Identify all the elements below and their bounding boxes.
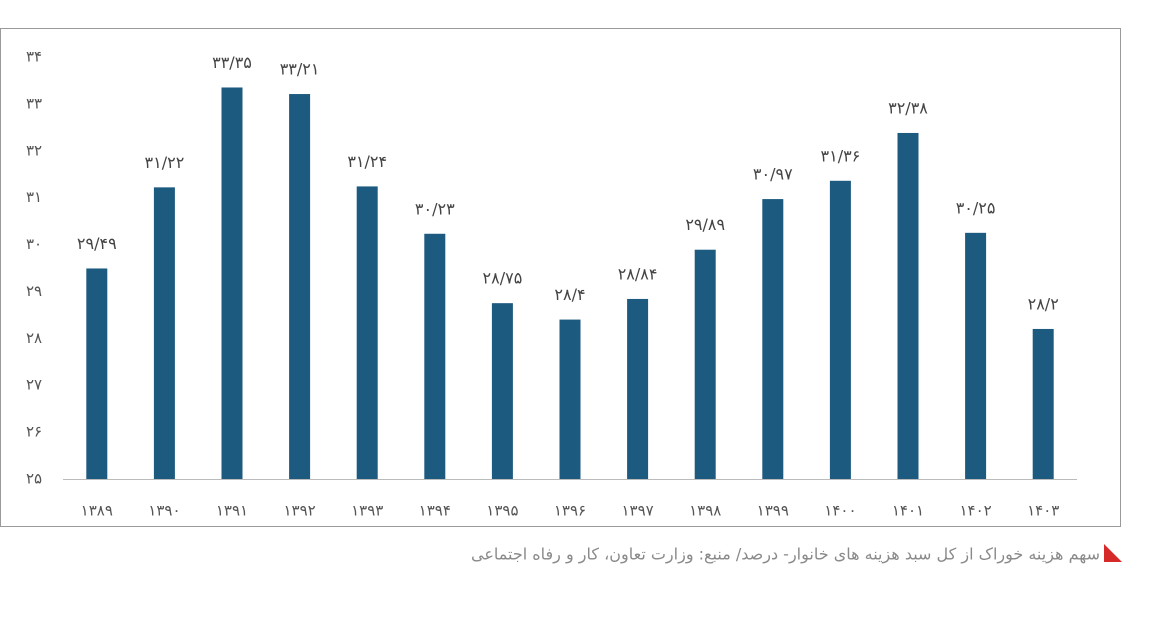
y-tick-label: ۲۶ [26, 423, 42, 441]
y-tick-label: ۲۹ [26, 282, 42, 300]
value-label: ۳۱/۲۲ [145, 153, 185, 172]
bar [356, 186, 378, 479]
bar [221, 87, 243, 479]
bar [1032, 328, 1054, 479]
x-tick-label: ۱۳۹۰ [148, 502, 180, 520]
value-label: ۳۰/۹۷ [753, 165, 793, 184]
value-label: ۳۳/۳۵ [212, 53, 252, 72]
bar [491, 303, 513, 479]
bar [694, 249, 716, 479]
y-tick-label: ۲۷ [26, 376, 42, 394]
x-tick-label: ۱۳۹۴ [419, 502, 451, 520]
value-label: ۲۸/۲ [1028, 294, 1059, 313]
value-label: ۲۸/۴ [554, 285, 585, 304]
x-tick-label: ۱۳۹۱ [216, 502, 248, 520]
y-tick-label: ۳۴ [26, 48, 42, 66]
value-label: ۳۰/۲۳ [415, 199, 455, 218]
bar [762, 199, 784, 479]
bar [559, 319, 581, 479]
x-tick-label: ۱۳۹۷ [621, 502, 653, 520]
x-tick-label: ۱۳۸۹ [81, 502, 113, 520]
y-tick-label: ۳۳ [26, 94, 42, 112]
value-label: ۳۱/۳۶ [821, 146, 861, 165]
bar [627, 298, 649, 479]
y-tick-label: ۳۱ [26, 188, 42, 206]
bar [289, 94, 311, 479]
value-label: ۳۰/۲۵ [956, 198, 996, 217]
x-tick-label: ۱۳۹۶ [554, 502, 586, 520]
x-tick-label: ۱۳۹۸ [689, 502, 721, 520]
x-tick-label: ۱۳۹۹ [757, 502, 789, 520]
caption-marker [1104, 544, 1122, 562]
y-tick-label: ۳۰ [26, 235, 42, 253]
x-tick-label: ۱۳۹۳ [351, 502, 383, 520]
bar [829, 180, 851, 479]
x-tick-label: ۱۳۹۵ [486, 502, 518, 520]
value-label: ۲۹/۸۹ [685, 215, 725, 234]
caption: سهم هزینه خوراک از کل سبد هزینه های خانو… [471, 545, 1100, 565]
bar [897, 132, 919, 479]
x-tick-label: ۱۴۰۱ [892, 502, 924, 520]
value-label: ۲۸/۸۴ [618, 264, 658, 283]
value-label: ۳۱/۲۴ [347, 152, 387, 171]
x-tick-label: ۱۴۰۳ [1027, 502, 1059, 520]
chart-frame [0, 28, 1121, 527]
value-label: ۲۸/۷۵ [483, 269, 523, 288]
value-label: ۲۹/۴۹ [77, 234, 117, 253]
bar [153, 187, 175, 479]
value-label: ۳۲/۳۸ [888, 98, 928, 117]
x-tick-label: ۱۴۰۰ [824, 502, 856, 520]
bar [86, 268, 108, 479]
x-tick-label: ۱۳۹۲ [283, 502, 315, 520]
bar [965, 232, 987, 479]
y-tick-label: ۲۸ [26, 329, 42, 347]
y-tick-label: ۲۵ [26, 470, 42, 488]
value-label: ۳۳/۲۱ [280, 60, 320, 79]
y-tick-label: ۳۲ [26, 141, 42, 159]
x-tick-label: ۱۴۰۲ [959, 502, 991, 520]
bar [424, 233, 446, 479]
